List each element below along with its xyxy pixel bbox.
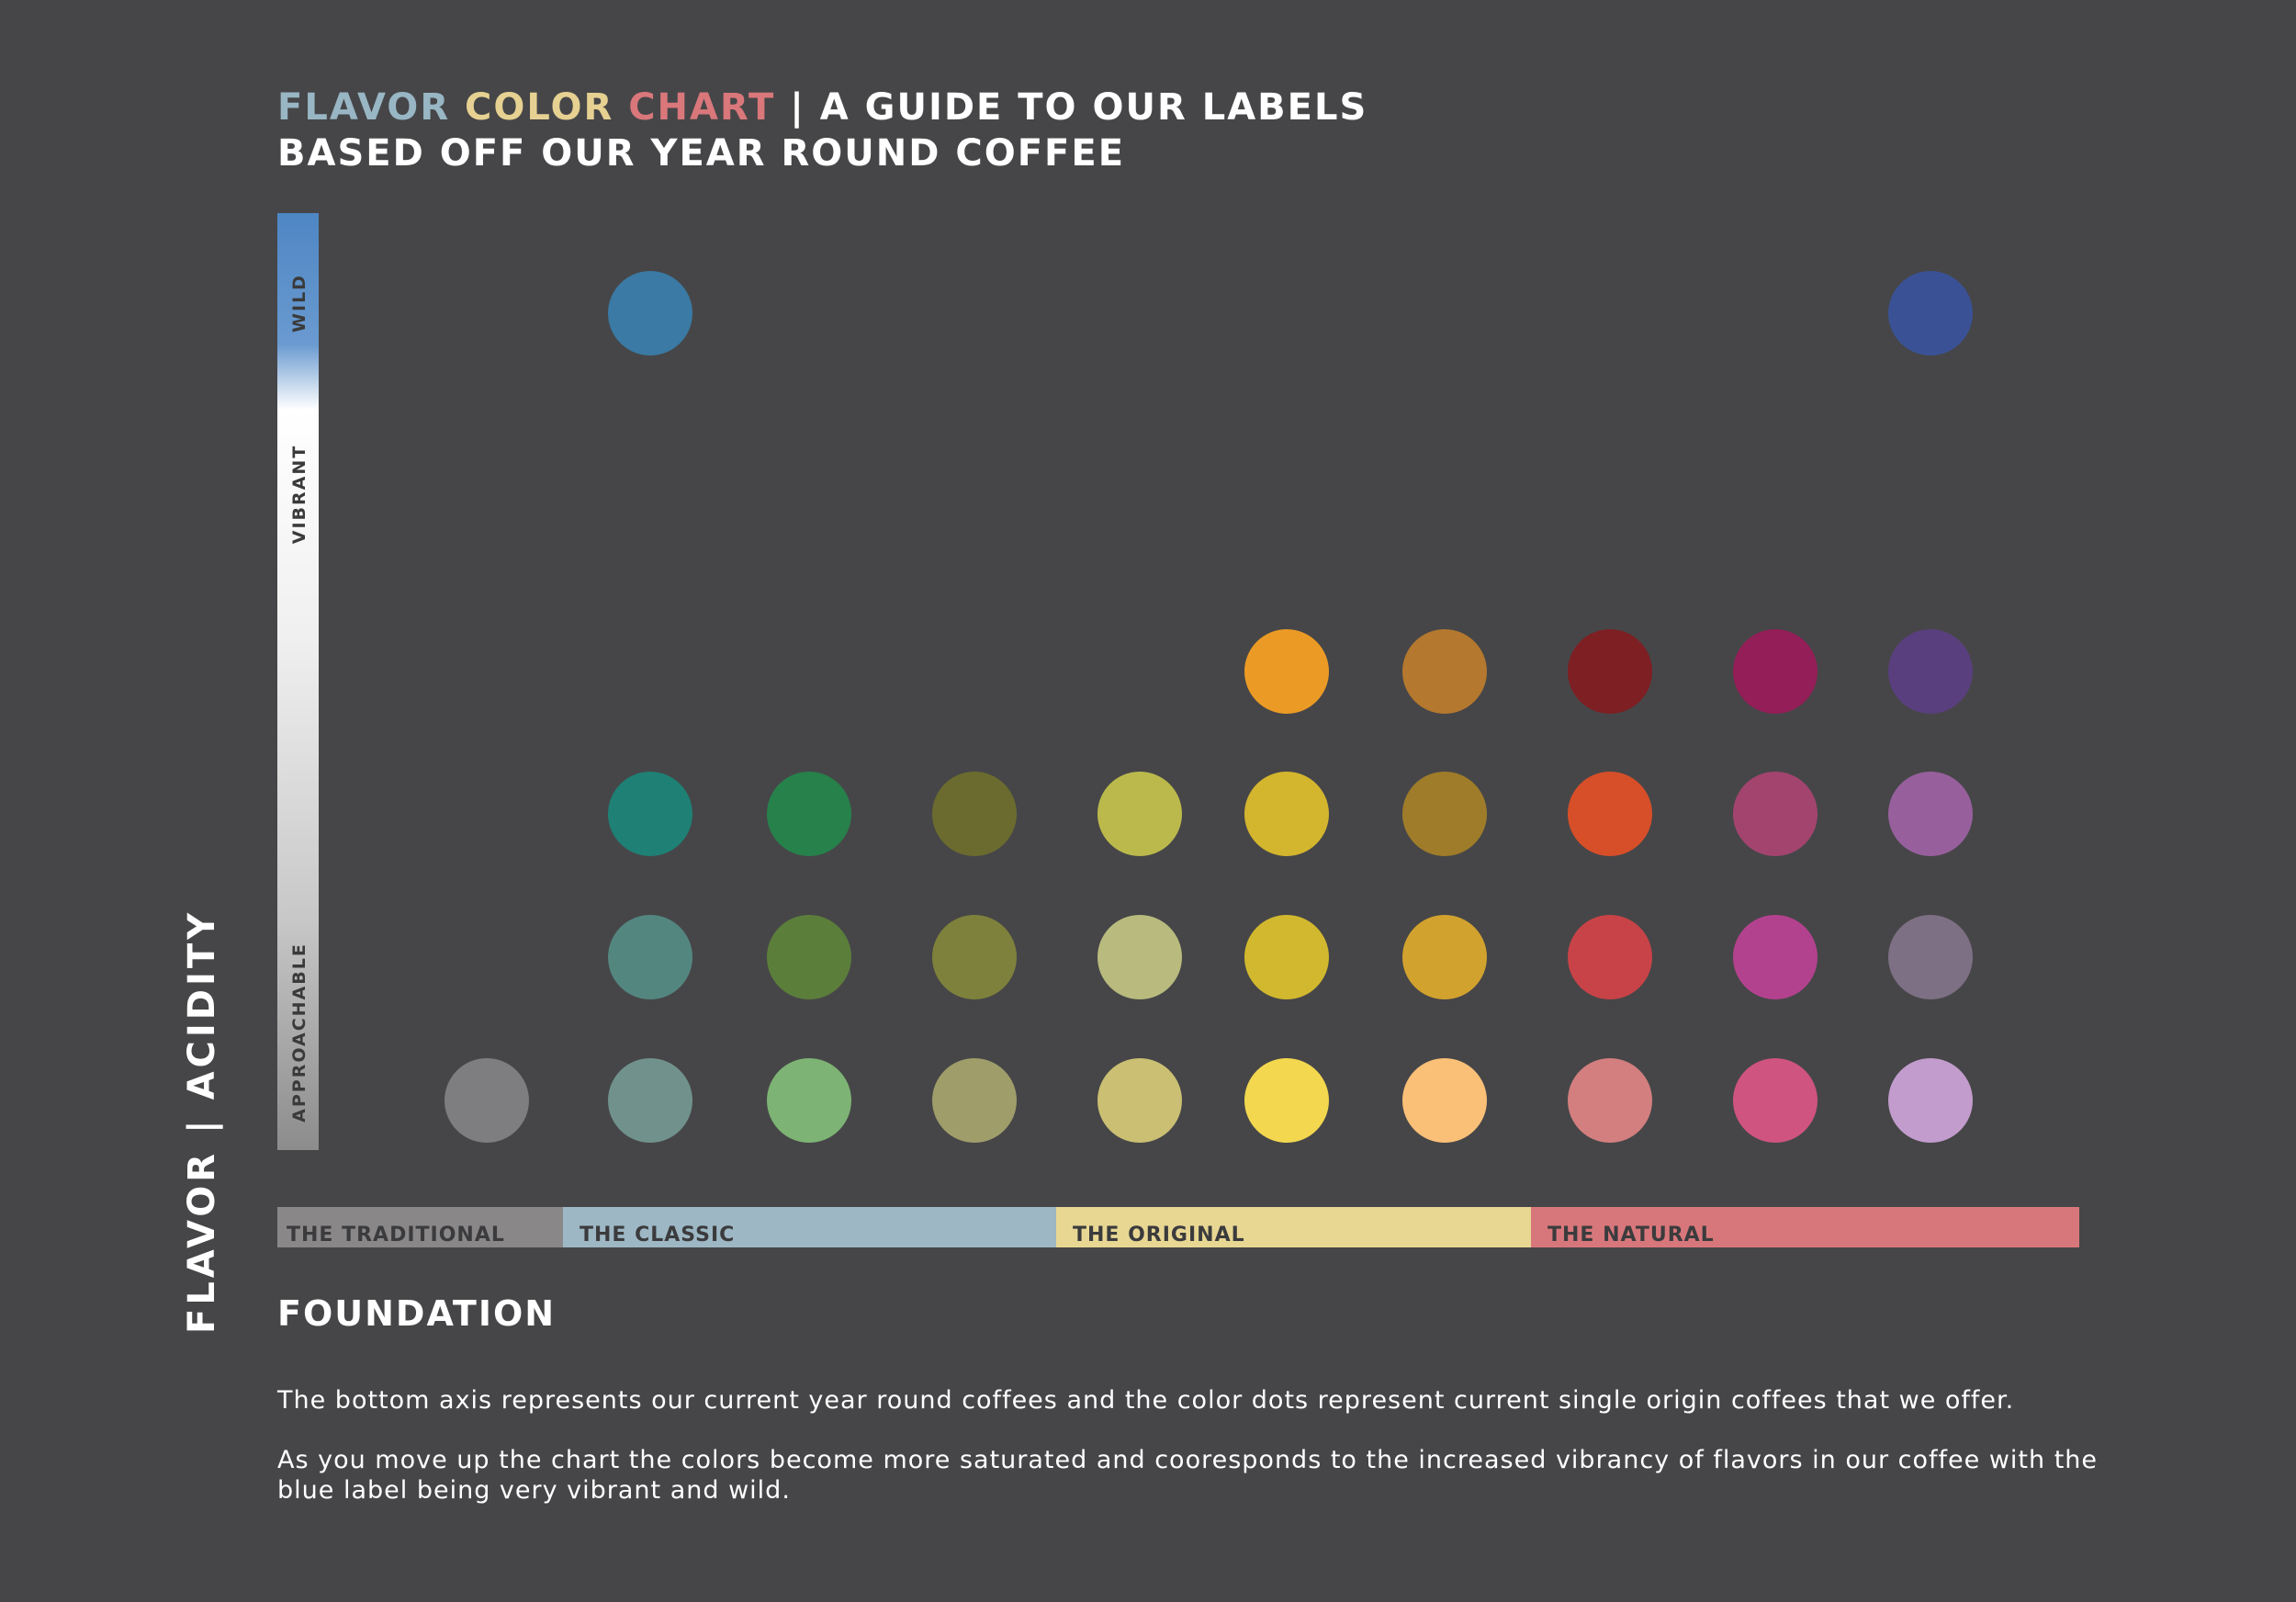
title-part-guide: | A GUIDE TO OUR LABELS	[775, 86, 1368, 129]
dot-col6-row4	[1244, 629, 1329, 714]
dot-col10-row5	[1888, 271, 1973, 355]
dot-col7-row1	[1402, 1058, 1487, 1143]
dot-col3-row3	[767, 772, 851, 856]
dot-col5-row3	[1097, 772, 1182, 856]
dot-col10-row4	[1888, 629, 1973, 714]
dot-col8-row3	[1568, 772, 1652, 856]
dot-col9-row2	[1733, 915, 1818, 999]
acidity-scale-bar	[277, 213, 319, 1150]
category-the-natural: THE NATURAL	[1531, 1207, 2079, 1247]
dot-col6-row1	[1244, 1058, 1329, 1143]
title-part-chart: CHART	[628, 86, 776, 129]
foundation-heading: FOUNDATION	[277, 1293, 557, 1334]
category-the-original: THE ORIGINAL	[1056, 1207, 1531, 1247]
dot-col2-row2	[608, 915, 692, 999]
subtitle: BASED OFF OUR YEAR ROUND COFFEE	[277, 132, 1126, 175]
dot-col2-row3	[608, 772, 692, 856]
dot-col5-row1	[1097, 1058, 1182, 1143]
dot-col9-row1	[1733, 1058, 1818, 1143]
dot-col6-row2	[1244, 915, 1329, 999]
category-axis: THE TRADITIONAL THE CLASSIC THE ORIGINAL TH…	[277, 1207, 2079, 1247]
title-part-flavor: FLAVOR	[277, 86, 466, 129]
dot-col5-row2	[1097, 915, 1182, 999]
dot-col7-row3	[1402, 772, 1487, 856]
dot-col4-row3	[932, 772, 1017, 856]
dot-col9-row4	[1733, 629, 1818, 714]
category-the-traditional: THE TRADITIONAL	[277, 1207, 563, 1247]
title-line: FLAVOR COLOR CHART | A GUIDE TO OUR LABE…	[277, 85, 1367, 130]
dot-col9-row3	[1733, 772, 1818, 856]
category-the-classic: THE CLASSIC	[563, 1207, 1056, 1247]
dot-col10-row1	[1888, 1058, 1973, 1143]
dot-col8-row2	[1568, 915, 1652, 999]
foundation-paragraph-2: As you move up the chart the colors beco…	[277, 1446, 2098, 1505]
dot-col7-row4	[1402, 629, 1487, 714]
dot-col10-row2	[1888, 915, 1973, 999]
dot-col3-row1	[767, 1058, 851, 1143]
title-part-color: COLOR	[465, 86, 629, 129]
dot-col1-row1	[445, 1058, 529, 1143]
dot-col10-row3	[1888, 772, 1973, 856]
dot-col6-row3	[1244, 772, 1329, 856]
dot-col2-row5	[608, 271, 692, 355]
dot-col2-row1	[608, 1058, 692, 1143]
foundation-paragraph-1: The bottom axis represents our current y…	[277, 1386, 2015, 1415]
dot-col4-row1	[932, 1058, 1017, 1143]
dot-col4-row2	[932, 915, 1017, 999]
chart-title: FLAVOR COLOR CHART | A GUIDE TO OUR LABE…	[277, 85, 1367, 176]
dot-col7-row2	[1402, 915, 1487, 999]
dot-col8-row1	[1568, 1058, 1652, 1143]
dot-col8-row4	[1568, 629, 1652, 714]
dot-col3-row2	[767, 915, 851, 999]
